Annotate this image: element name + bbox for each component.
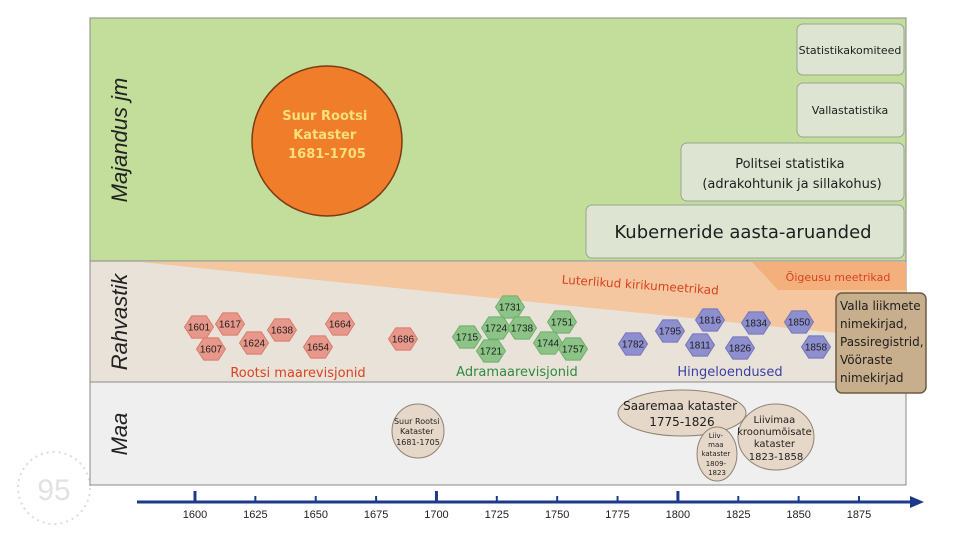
- axis-tick-label: 1725: [485, 509, 509, 521]
- soul-revisions-label: Hingeloendused: [677, 365, 782, 380]
- livonia-crown-cadastre-ellipse: [737, 403, 815, 471]
- swedish-cadastre-circle: [251, 65, 403, 217]
- census-hexagon: [266, 318, 298, 342]
- census-year-label: 1686: [392, 335, 415, 346]
- municipal-lists-label: Valla liikmete nimekirjad, Passiregistri…: [840, 299, 927, 385]
- census-hexagon: [800, 335, 832, 359]
- livonia-cadastre-label: Liiv- maa kataster 1809- 1823: [701, 432, 732, 477]
- census-year-label: 1795: [659, 327, 682, 338]
- census-hexagon: [557, 337, 589, 361]
- parish-statistics-label: Vallastatistika: [812, 104, 888, 117]
- livonia-cadastre-ellipse: [696, 426, 738, 482]
- governors-reports-box: [585, 204, 905, 259]
- census-year-label: 1834: [745, 319, 768, 330]
- axis-tick-label: 1675: [364, 509, 388, 521]
- census-hexagon: [724, 336, 756, 360]
- census-year-label: 1607: [200, 345, 223, 356]
- axis-tick-label: 1825: [726, 509, 750, 521]
- statistics-committees-box: [796, 23, 905, 76]
- axis-tick-label: 1850: [786, 509, 810, 521]
- axis-ticks: 1600 1625 1650 1675 1700 1725 1750 1775 1800 1825…: [183, 491, 871, 521]
- census-year-label: 1724: [485, 324, 508, 335]
- saaremaa-cadastre-label: Saaremaa kataster 1775-1826: [623, 399, 741, 429]
- census-year-label: 1654: [307, 343, 330, 354]
- orthodox-records-wedge: [752, 262, 906, 290]
- police-statistics-box: [680, 142, 905, 202]
- census-year-label: 1601: [188, 323, 211, 334]
- saaremaa-cadastre-ellipse: [617, 389, 747, 437]
- census-year-label: 1721: [480, 347, 503, 358]
- axis-tick-label: 1625: [243, 509, 267, 521]
- axis-tick-label: 1650: [303, 509, 327, 521]
- census-year-label: 1782: [622, 340, 645, 351]
- census-year-label: 1738: [511, 324, 534, 335]
- land-swedish-cadastre-label: Suur Rootsi Kataster 1681-1705: [394, 417, 442, 447]
- census-hexagons: 1601 1617 1607 1638 1624 1664 1654 1686 1731 1715…: [183, 295, 832, 363]
- census-year-label: 1850: [788, 318, 811, 329]
- census-hexagon: [475, 339, 507, 363]
- census-hexagon: [387, 327, 419, 351]
- livonia-crown-cadastre-label: Liivimaa kroonumõisate kataster 1823-185…: [737, 415, 815, 463]
- census-hexagon: [684, 333, 716, 357]
- axis-tick-label: 1600: [183, 509, 207, 521]
- census-year-label: 1811: [689, 341, 711, 352]
- axis-tick-label: 1700: [424, 509, 448, 521]
- census-year-label: 1816: [699, 316, 722, 327]
- axis-tick-label: 1875: [847, 509, 871, 521]
- population-band-label: Rahvastik: [107, 273, 132, 371]
- census-hexagon: [480, 316, 512, 340]
- census-hexagon: [214, 312, 246, 336]
- census-year-label: 1715: [456, 333, 479, 344]
- land-swedish-cadastre-ellipse: [391, 403, 445, 459]
- census-year-label: 1731: [499, 303, 522, 314]
- axis-tick-label: 1750: [545, 509, 569, 521]
- economy-band-label: Majandus jm: [107, 78, 132, 203]
- municipal-lists-box: [835, 292, 927, 394]
- census-hexagon: [783, 310, 815, 334]
- census-hexagon: [740, 311, 772, 335]
- census-year-label: 1617: [219, 320, 242, 331]
- census-hexagon: [654, 319, 686, 343]
- census-hexagon: [238, 331, 270, 355]
- census-year-label: 1664: [329, 320, 352, 331]
- census-year-label: 1638: [271, 326, 294, 337]
- census-year-label: 1858: [805, 343, 828, 354]
- census-hexagon: [694, 308, 726, 332]
- census-year-label: 1624: [243, 339, 266, 350]
- svg-text:95: 95: [37, 474, 70, 507]
- census-hexagon: [546, 310, 578, 334]
- swedish-cadastre-label: Suur Rootsi Kataster 1681-1705: [282, 109, 372, 162]
- census-hexagon: [506, 316, 538, 340]
- census-year-label: 1826: [729, 344, 752, 355]
- orthodox-records-label: Õigeusu meetrikad: [786, 271, 891, 284]
- census-hexagon: [451, 325, 483, 349]
- parish-statistics-box: [796, 82, 905, 138]
- watermark-emblem: 95: [17, 451, 91, 525]
- governors-reports-label: Kuberneride aasta-aruanded: [614, 222, 871, 243]
- axis-arrow-icon: [910, 496, 924, 508]
- census-hexagon: [617, 332, 649, 356]
- census-hexagon: [532, 331, 564, 355]
- census-year-label: 1757: [562, 345, 585, 356]
- census-year-label: 1751: [551, 318, 574, 329]
- axis-tick-label: 1800: [666, 509, 690, 521]
- census-hexagon: [302, 335, 334, 359]
- census-hexagon: [195, 337, 227, 361]
- police-statistics-label: Politsei statistika (adrakohtunik ja sil…: [702, 157, 881, 192]
- land-band-label: Maa: [107, 413, 132, 456]
- census-year-label: 1744: [537, 339, 560, 350]
- plough-revisions-label: Adramaarevisjonid: [456, 365, 578, 380]
- axis-tick-label: 1775: [605, 509, 629, 521]
- swedish-revisions-label: Rootsi maarevisjonid: [230, 366, 365, 381]
- census-hexagon: [324, 312, 356, 336]
- statistics-committees-label: Statistikakomiteed: [799, 44, 902, 57]
